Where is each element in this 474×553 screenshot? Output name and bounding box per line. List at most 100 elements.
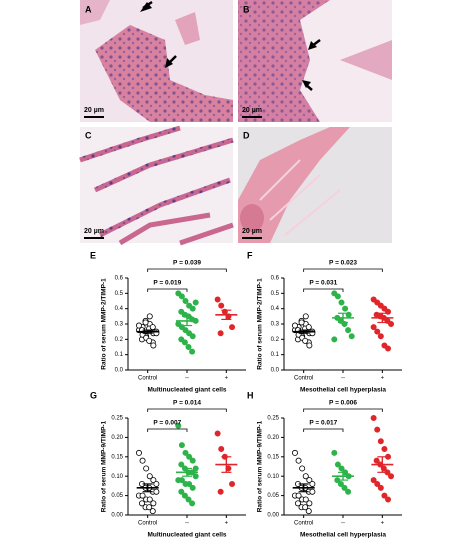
data-point [291,322,298,329]
p-value: P = 0.039 [173,260,201,267]
data-point [217,488,224,495]
p-value: P = 0.007 [153,420,181,427]
data-point [139,457,146,464]
data-point [302,337,309,344]
data-point [150,477,157,484]
data-point [373,457,380,464]
y-tick-label: 0.0 [115,368,124,374]
data-point [377,438,384,445]
data-point [331,449,338,456]
data-point [381,492,388,499]
significance-bracket [303,268,383,272]
data-point [299,465,306,472]
data-point [192,299,199,306]
y-tick-label: 0.6 [115,276,124,282]
p-value: P = 0.019 [153,280,181,287]
y-tick-label: 0.1 [115,352,124,358]
data-point [178,488,185,495]
y-tick-label: 0.4 [115,306,124,312]
data-point [295,457,302,464]
data-point [294,500,301,507]
y-tick-label: 0.3 [115,322,124,328]
data-point [135,449,142,456]
data-point [374,426,381,433]
p-value: P = 0.031 [309,280,337,287]
y-tick-label: 0.0 [271,368,280,374]
x-tick-label: + [225,521,229,527]
y-tick-label: 0.20 [267,435,279,441]
data-point [178,461,185,468]
data-point [229,324,236,331]
image-c [79,125,234,246]
data-point [181,339,188,346]
data-point [345,327,352,334]
data-point [305,508,312,515]
data-point [381,446,388,453]
data-point [374,328,381,335]
y-tick-label: 0.15 [267,454,279,460]
p-value: P = 0.017 [309,420,337,427]
data-point [370,477,377,484]
data-point [377,333,384,340]
data-point [374,480,381,487]
x-tick-label: Control [138,521,157,527]
y-tick-label: 0.5 [271,291,280,297]
y-tick-label: 0.25 [111,416,123,422]
image-label: A [85,4,92,14]
y-tick-label: 0.05 [267,493,279,499]
data-point [214,296,221,303]
image-label: B [243,4,250,14]
data-point [341,484,348,491]
data-point [302,504,309,511]
significance-bracket [147,288,188,292]
data-point [214,430,221,437]
data-point [385,496,392,503]
data-point [149,508,156,515]
x-tick-label: + [381,376,385,382]
data-point [302,496,309,503]
scale-label: 20 µm [242,107,262,114]
scale-label: 20 µm [242,228,262,235]
data-point [334,461,341,468]
data-point [388,320,395,327]
data-point [338,465,345,472]
data-point [146,313,153,320]
data-point [338,299,345,306]
x-tick-label: -- [185,376,189,382]
image-d [238,127,392,243]
data-point [348,333,355,340]
y-tick-label: 0.25 [267,416,279,422]
data-point [135,322,142,329]
data-point [218,302,225,309]
data-point [306,477,313,484]
panel-label: F [247,250,253,260]
image-label: C [85,130,92,140]
data-point [345,488,352,495]
data-point [298,319,305,326]
data-point [189,500,196,507]
data-point [146,473,153,480]
y-axis-label: Ratio of serum MMP-9/TIMP-1 [101,420,108,512]
data-point [153,480,160,487]
data-point [342,305,349,312]
data-point [178,477,185,484]
scale-label: 20 µm [84,228,104,235]
panel-label: E [90,250,96,260]
data-point [217,330,224,337]
data-point [302,473,309,480]
image-b [238,0,392,122]
image-a [80,0,233,122]
data-point [150,342,157,349]
significance-bracket [147,408,227,412]
data-point [189,333,196,340]
data-point [306,500,313,507]
data-point [370,324,377,331]
data-point [182,297,189,304]
y-tick-label: 0.10 [267,474,279,480]
x-axis-label: Multinucleated giant cells [147,387,226,394]
y-tick-label: 0.10 [111,474,123,480]
x-tick-label: -- [185,521,189,527]
x-axis-label: Mesothelial cell hyperplasia [300,387,386,394]
data-point [178,442,185,449]
